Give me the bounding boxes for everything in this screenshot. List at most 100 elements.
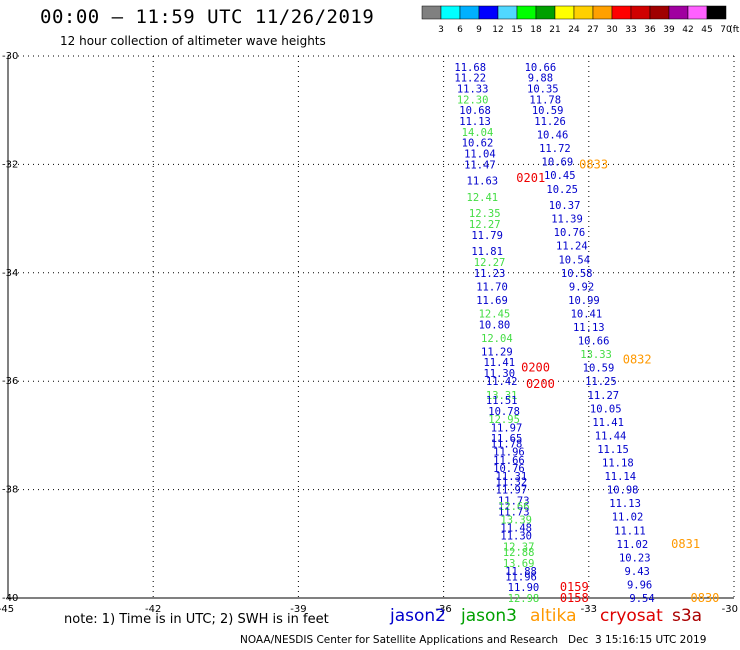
legend-label: (ft) [729, 25, 740, 35]
wave-height-value: 11.14 [604, 471, 636, 483]
wave-height-value: 11.96 [505, 571, 537, 583]
satellite-legend-jason3: jason3 [461, 606, 517, 626]
legend-label: 70 [720, 25, 732, 35]
wave-height-value: 11.79 [471, 230, 503, 242]
y-tick-label: -30 [2, 51, 18, 62]
legend-label: 6 [457, 25, 463, 35]
wave-height-value: 12.45 [479, 308, 511, 320]
x-tick-label: -45 [0, 604, 14, 615]
pass-time-label: 0200 [526, 377, 555, 391]
wave-height-value: 10.80 [479, 319, 511, 331]
wave-height-value: 9.88 [528, 73, 553, 85]
y-tick-label: -38 [2, 485, 18, 496]
wave-height-value: 10.59 [532, 105, 564, 117]
wave-height-value: 13.39 [500, 514, 532, 526]
wave-height-value: 10.58 [561, 268, 593, 280]
wave-height-value: 12.41 [467, 192, 499, 204]
legend-label: 33 [625, 25, 636, 35]
wave-height-value: 11.32 [496, 476, 528, 488]
wave-height-value: 10.78 [488, 406, 520, 418]
x-tick-label: -33 [581, 604, 597, 615]
wave-height-value: 13.33 [580, 349, 612, 361]
wave-height-value: 11.70 [476, 281, 508, 293]
legend-label: 39 [663, 25, 675, 35]
wave-height-value: 11.73 [498, 495, 530, 507]
wave-height-value: 11.73 [498, 506, 530, 518]
legend-label: 36 [644, 25, 656, 35]
wave-height-value: 11.78 [529, 94, 561, 106]
wave-height-value: 12.95 [488, 414, 520, 426]
wave-height-value: 11.97 [496, 485, 528, 497]
wave-height-value: 13.31 [486, 390, 518, 402]
wave-height-value: 10.46 [537, 130, 569, 142]
wave-height-value: 11.22 [454, 73, 486, 85]
wave-height-value: 10.23 [619, 552, 651, 564]
wave-height-value: 12.35 [469, 208, 501, 220]
footnote: note: 1) Time is in UTC; 2) SWH is in fe… [64, 612, 329, 627]
wave-height-value: 10.66 [578, 336, 610, 348]
wave-height-value: 11.13 [573, 322, 605, 334]
wave-height-value: 10.54 [558, 254, 590, 266]
wave-height-value: 12.66 [498, 501, 530, 513]
x-tick-label: -42 [145, 604, 161, 615]
pass-time-label: 0158 [560, 591, 589, 605]
wave-height-value: 13.69 [503, 558, 535, 570]
wave-height-value: 11.47 [464, 159, 496, 171]
wave-height-value: 11.65 [491, 433, 523, 445]
wave-height-value: 9.54 [629, 593, 654, 605]
wave-height-value: 12.30 [457, 94, 489, 106]
legend-label: 42 [682, 25, 693, 35]
wave-height-value: 11.66 [493, 455, 525, 467]
wave-height-value: 11.41 [592, 417, 624, 429]
wave-height-value: 12.27 [474, 257, 506, 269]
wave-height-value: 11.31 [496, 471, 528, 483]
wave-height-value: 12.37 [503, 542, 535, 554]
wave-height-value: 11.96 [493, 447, 525, 459]
wave-height-value: 10.76 [554, 227, 586, 239]
wave-height-value: 10.76 [493, 463, 525, 475]
wave-height-value: 10.99 [568, 295, 600, 307]
pass-time-label: 0159 [560, 580, 589, 594]
wave-height-value: 11.63 [467, 176, 499, 188]
wave-height-value: 11.24 [556, 241, 588, 253]
pass-time-label: 0201 [516, 171, 545, 185]
wave-height-value: 10.05 [590, 403, 622, 415]
satellite-legend-altika: altika [530, 606, 577, 626]
wave-height-value: 11.30 [500, 531, 532, 543]
wave-height-value: 10.37 [549, 200, 581, 212]
wave-height-value: 11.68 [454, 62, 486, 74]
wave-height-value: 10.59 [583, 363, 615, 375]
wave-height-value: 11.33 [457, 84, 489, 96]
wave-height-value: 10.69 [542, 157, 574, 169]
legend-label: 9 [476, 25, 482, 35]
wave-height-value: 11.26 [534, 116, 566, 128]
y-tick-label: -40 [2, 593, 18, 604]
wave-height-value: 11.11 [614, 525, 646, 537]
x-tick-label: -36 [435, 604, 451, 615]
wave-height-value: 10.45 [544, 170, 576, 182]
wave-height-value: 11.15 [597, 444, 629, 456]
wave-height-value: 11.25 [585, 376, 617, 388]
wave-height-value: 11.27 [588, 390, 620, 402]
wave-height-value: 12.98 [508, 593, 540, 605]
wave-height-value: 11.04 [464, 149, 496, 161]
wave-height-value: 11.78 [491, 439, 523, 451]
x-tick-label: -39 [290, 604, 306, 615]
legend-label: 15 [511, 25, 522, 35]
chart-subtitle: 12 hour collection of altimeter wave hei… [60, 34, 326, 48]
wave-height-value: 10.62 [462, 138, 494, 150]
wave-height-value: 11.72 [539, 143, 571, 155]
pass-time-label: 0830 [691, 591, 720, 605]
wave-height-value: 11.02 [617, 539, 649, 551]
y-tick-label: -32 [2, 159, 18, 170]
legend-label: 21 [549, 25, 560, 35]
wave-height-value: 10.35 [527, 84, 559, 96]
legend-label: 3 [438, 25, 444, 35]
legend-label: 24 [568, 25, 580, 35]
wave-height-value: 9.92 [569, 281, 594, 293]
wave-height-value: 11.18 [602, 458, 634, 470]
wave-height-value: 11.69 [476, 295, 508, 307]
wave-height-value: 12.27 [469, 219, 501, 231]
wave-height-value: 11.23 [474, 268, 506, 280]
